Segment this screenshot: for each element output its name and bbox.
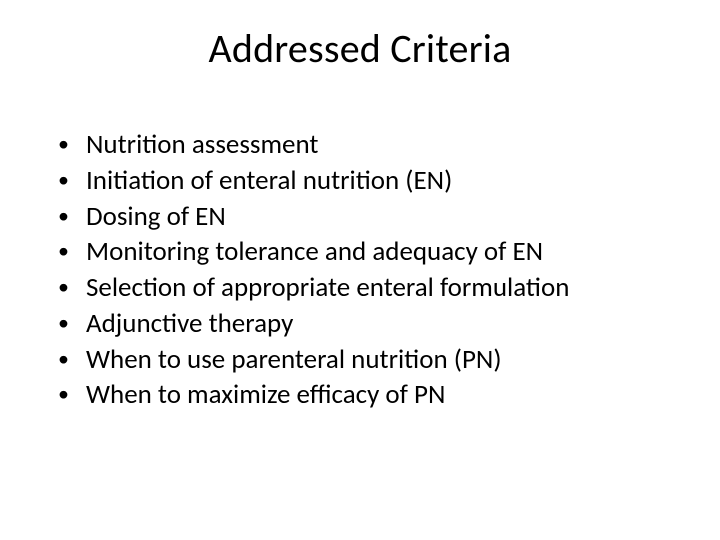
list-item: When to maximize efficacy of PN xyxy=(52,378,680,412)
list-item: Monitoring tolerance and adequacy of EN xyxy=(52,235,680,269)
list-item: Dosing of EN xyxy=(52,200,680,234)
slide: Addressed Criteria Nutrition assessment … xyxy=(0,0,720,540)
list-item: Selection of appropriate enteral formula… xyxy=(52,271,680,305)
bullet-list: Nutrition assessment Initiation of enter… xyxy=(52,128,680,412)
list-item: When to use parenteral nutrition (PN) xyxy=(52,343,680,377)
list-item: Initiation of enteral nutrition (EN) xyxy=(52,164,680,198)
list-item: Nutrition assessment xyxy=(52,128,680,162)
list-item: Adjunctive therapy xyxy=(52,307,680,341)
slide-title: Addressed Criteria xyxy=(0,24,720,73)
slide-body: Nutrition assessment Initiation of enter… xyxy=(52,128,680,414)
